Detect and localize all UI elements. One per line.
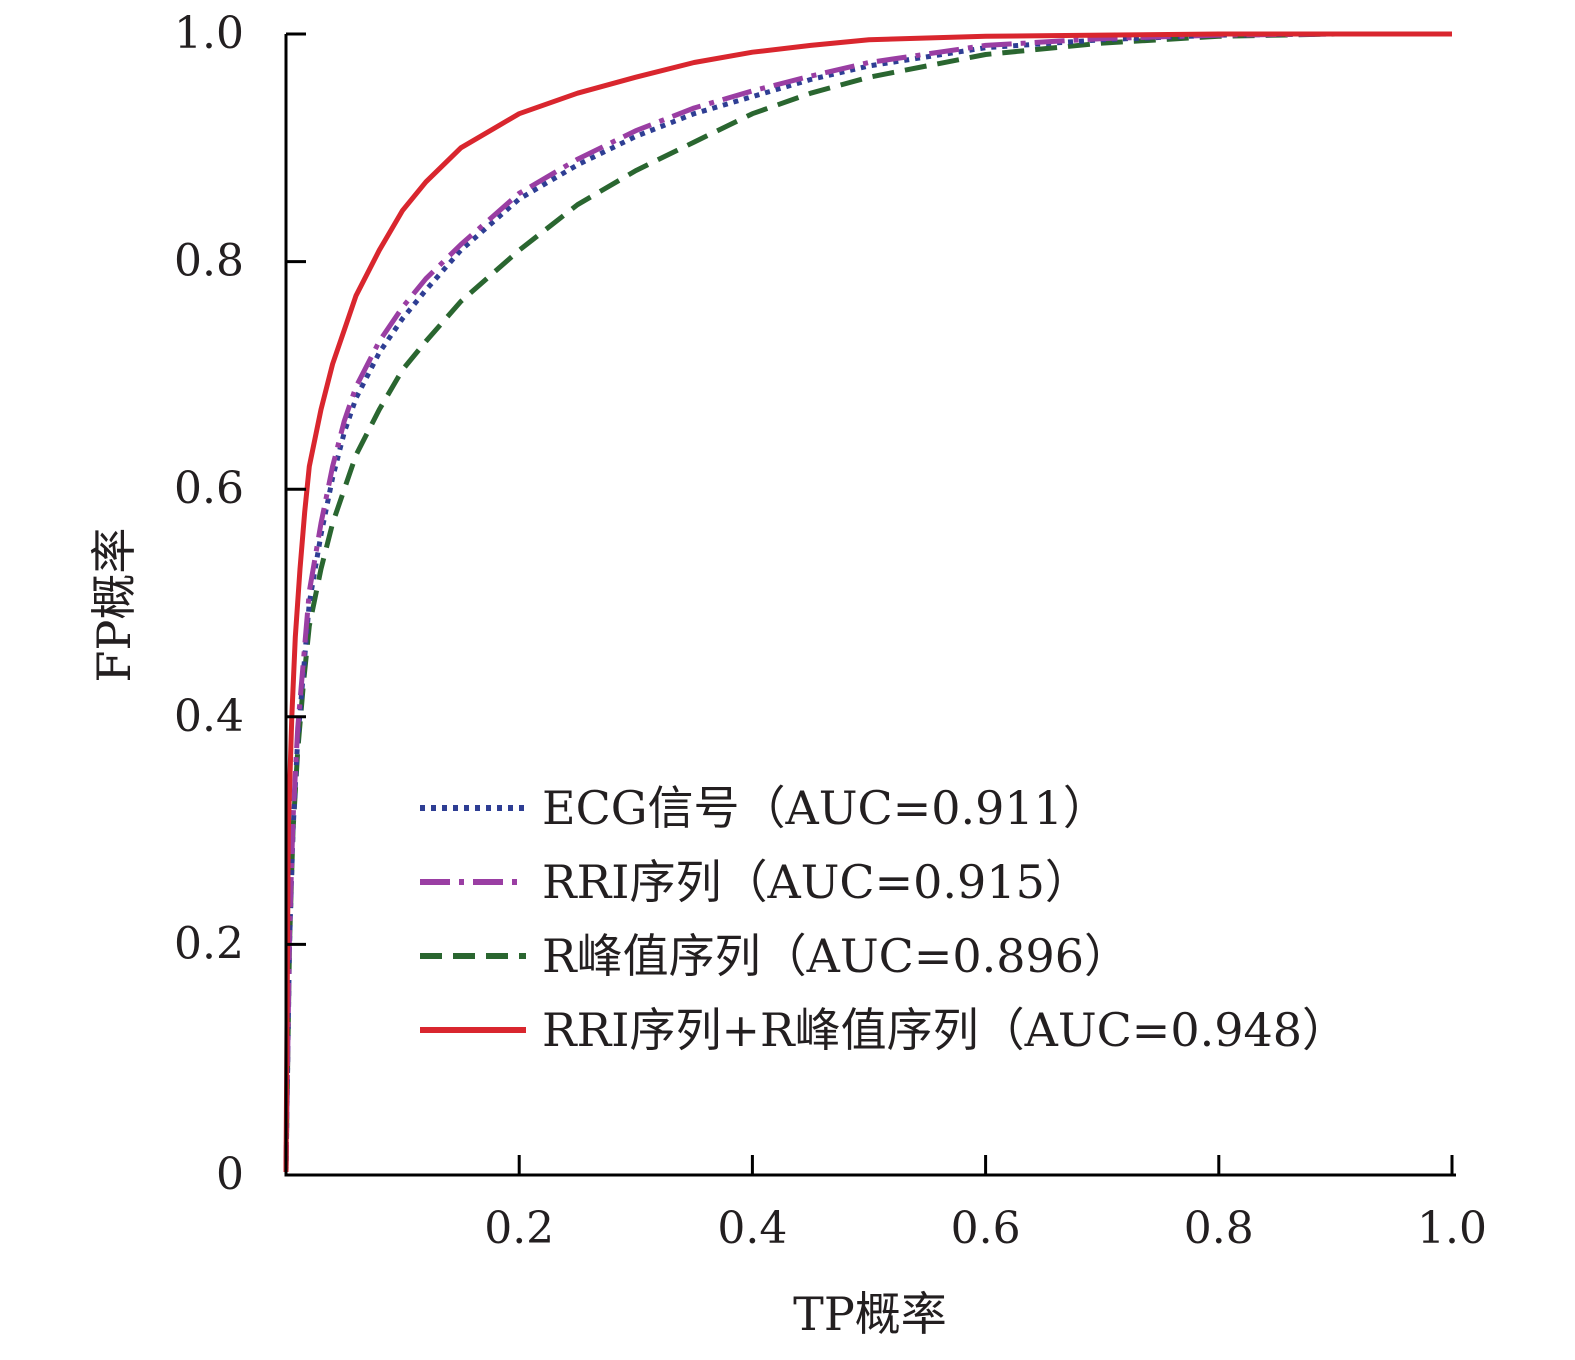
x-axis-title: TP概率	[793, 1287, 947, 1341]
legend-label: ECG信号（AUC=0.911）	[542, 781, 1109, 835]
y-axis-title: FP概率	[87, 528, 141, 683]
axes	[284, 34, 1456, 1177]
y-tick-label: 0	[216, 1149, 244, 1200]
y-tick-label: 0.6	[174, 463, 244, 514]
x-tick-label: 1.0	[1417, 1203, 1487, 1254]
x-tick-label: 0.4	[717, 1203, 787, 1254]
y-ticks: 0 0.2 0.4 0.6 0.8 1.0	[174, 8, 306, 1200]
y-tick-label: 0.2	[174, 918, 244, 969]
y-tick-label: 0.4	[174, 691, 244, 742]
series-line-3	[283, 31, 1452, 1173]
y-tick-label: 1.0	[174, 8, 244, 59]
plot-lines	[283, 31, 1452, 1173]
x-tick-label: 0.8	[1184, 1203, 1254, 1254]
series-line-2	[283, 31, 1452, 1173]
x-tick-label: 0.6	[951, 1203, 1021, 1254]
series-line-1	[283, 31, 1452, 1173]
x-ticks: 0.2 0.4 0.6 0.8 1.0	[484, 1155, 1487, 1254]
y-tick-label: 0.8	[174, 236, 244, 287]
legend-label: RRI序列+R峰值序列（AUC=0.948）	[542, 1003, 1348, 1057]
legend-label: R峰值序列（AUC=0.896）	[542, 929, 1130, 983]
series-line-4	[283, 31, 1452, 1173]
x-tick-label: 0.2	[484, 1203, 554, 1254]
legend: ECG信号（AUC=0.911） RRI序列（AUC=0.915） R峰值序列（AU…	[420, 781, 1348, 1057]
legend-label: RRI序列（AUC=0.915）	[542, 855, 1091, 909]
